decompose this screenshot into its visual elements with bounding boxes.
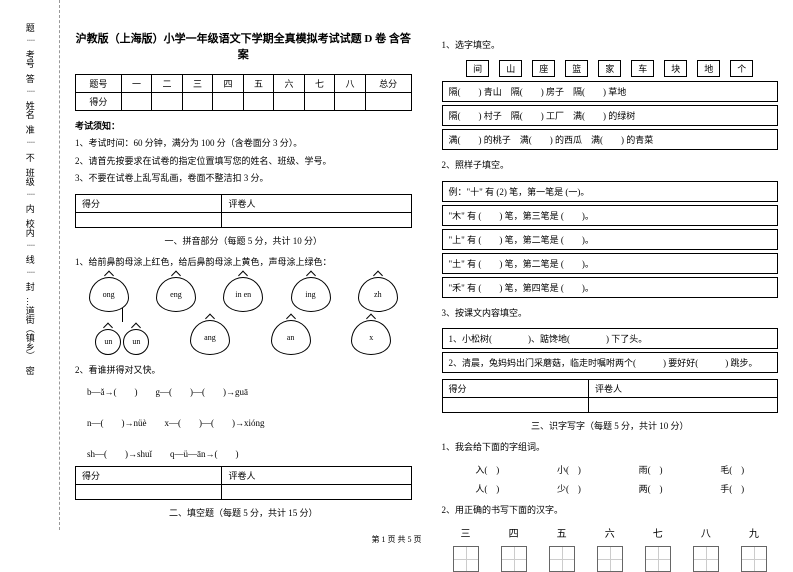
fruit-icon: eng: [156, 277, 196, 312]
table-row: 得分: [76, 93, 412, 111]
bind-label: …道街（镇乡）: [18, 297, 41, 360]
char-bank: 间 山 座 篮 家 车 块 地 个: [442, 60, 779, 77]
tianzige-box[interactable]: [501, 546, 527, 572]
bind-mark: 题: [18, 23, 41, 32]
fruit-icon: ong: [89, 277, 129, 312]
bind-mark: 内: [18, 204, 41, 213]
q3-1: 1、我会给下面的字组词。: [442, 440, 779, 454]
q2-3: 3、按课文内容填空。: [442, 306, 779, 320]
q2-1: 1、选字填空。: [442, 38, 779, 52]
rule-item: 1、考试时间：60 分钟，满分为 100 分（含卷面分 3 分）。: [75, 136, 412, 150]
tianzige-box[interactable]: [693, 546, 719, 572]
bind-mark: 线: [18, 255, 41, 264]
fruit-icon: x: [351, 320, 391, 355]
binding-column: 题 ┊ 考号 答 ┊ 姓名 准 ┊ 不 班级 ┊ 内 校内 ┊ 线 ┊ 封 …道…: [0, 0, 60, 530]
q2-2: 2、照样子填空。: [442, 158, 779, 172]
fruit-icon: ang: [190, 320, 230, 355]
part2-title: 二、填空题（每题 5 分，共计 15 分）: [75, 506, 412, 519]
cherry-icon: un: [123, 329, 149, 355]
table-row: 题号 一 二 三 四 五 六 七 八 总分: [76, 75, 412, 93]
bind-label: 校内: [18, 219, 41, 237]
bind-label: 考号: [18, 50, 41, 68]
rule-item: 3、不要在试卷上乱写乱画，卷面不整洁扣 3 分。: [75, 171, 412, 185]
tianzige-box[interactable]: [453, 546, 479, 572]
fruit-icon: ing: [291, 277, 331, 312]
grader-table: 得分评卷人: [442, 379, 779, 413]
tianzige-box[interactable]: [645, 546, 671, 572]
tianzige-box[interactable]: [597, 546, 623, 572]
write-chars: 三 四 五 六 七 八 九: [442, 525, 779, 540]
bind-label: 姓名: [18, 101, 41, 119]
rule-item: 2、请首先按要求在试卷的指定位置填写您的姓名、班级、学号。: [75, 154, 412, 168]
q3-2: 2、用正确的书写下面的汉字。: [442, 503, 779, 517]
exam-page: 题 ┊ 考号 答 ┊ 姓名 准 ┊ 不 班级 ┊ 内 校内 ┊ 线 ┊ 封 …道…: [0, 0, 793, 530]
fruit-row: unun ang an x: [75, 320, 412, 355]
right-column: 1、选字填空。 间 山 座 篮 家 车 块 地 个 隔( ) 青山 隔( ) 房…: [427, 0, 793, 530]
score-table: 题号 一 二 三 四 五 六 七 八 总分 得分: [75, 74, 412, 111]
q1-2: 2、看谁拼得对又快。: [75, 363, 412, 377]
fruit-icon: in en: [223, 277, 263, 312]
grid-row: [442, 546, 779, 572]
bind-mark: 密: [18, 366, 41, 375]
q1-1: 1、给前鼻韵母涂上红色，给后鼻韵母涂上黄色，声母涂上绿色：: [75, 255, 412, 269]
grader-table: 得分评卷人: [75, 194, 412, 228]
fruit-row: ong eng in en ing zh: [75, 277, 412, 312]
left-column: 沪教版（上海版）小学一年级语文下学期全真模拟考试试题 D 卷 含答案 题号 一 …: [60, 0, 427, 530]
bind-mark: 不: [18, 153, 41, 162]
notice-heading: 考试须知：: [75, 119, 412, 133]
bind-mark: 准: [18, 125, 41, 134]
bind-mark: 封: [18, 282, 41, 291]
pinyin-line: n—( )→nüè x—( )—( )→xióng: [87, 416, 264, 429]
part1-title: 一、拼音部分（每题 5 分，共计 10 分）: [75, 234, 412, 247]
pinyin-line: b—ǎ→( ) g—( )—( )→guā: [87, 385, 248, 398]
fruit-icon: an: [271, 320, 311, 355]
part3-title: 三、识字写字（每题 5 分，共计 10 分）: [442, 419, 779, 432]
pinyin-line: sh—( )→shuǐ q—ü—ān→( ): [87, 447, 239, 460]
fruit-icon: zh: [358, 277, 398, 312]
tianzige-box[interactable]: [741, 546, 767, 572]
bind-label: 班级: [18, 168, 41, 186]
tianzige-box[interactable]: [549, 546, 575, 572]
bind-mark: 答: [18, 74, 41, 83]
example: 例："十" 有 (2) 笔，第一笔是 (一)。: [442, 181, 779, 202]
exam-title: 沪教版（上海版）小学一年级语文下学期全真模拟考试试题 D 卷 含答案: [75, 30, 412, 62]
cherry-icon: un: [95, 329, 121, 355]
grader-table: 得分评卷人: [75, 466, 412, 500]
